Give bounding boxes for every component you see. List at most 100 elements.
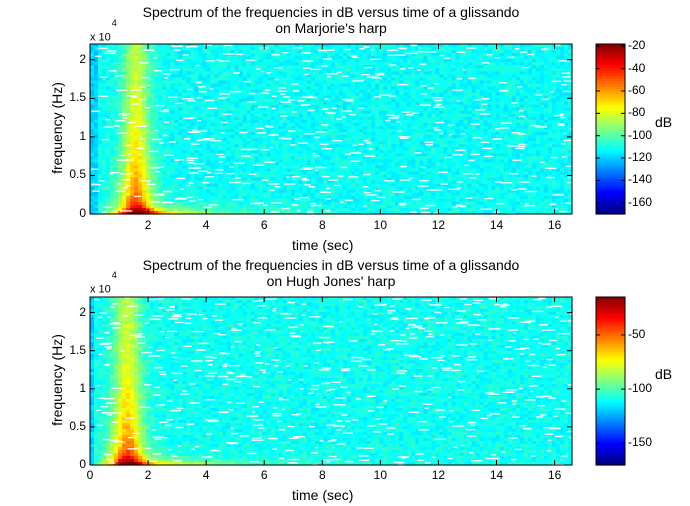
spectrogram-cell [387, 83, 392, 88]
spectrogram-cell [242, 138, 248, 142]
spectrogram-cell [106, 104, 111, 109]
spectrogram-cell [403, 171, 408, 176]
spectrogram-cell [335, 110, 340, 115]
spectrogram-cell [343, 62, 348, 66]
spectrogram-cell [371, 144, 376, 148]
spectrogram-cell [258, 62, 264, 66]
spectrogram-cell [335, 171, 340, 176]
spectrogram-cell [262, 132, 268, 136]
spectrogram-cell [270, 65, 276, 69]
spectrogram-cell [262, 156, 268, 160]
spectrogram-cell [339, 177, 344, 182]
spectrogram-cell [435, 122, 441, 127]
spectrogram-cell [190, 74, 196, 78]
spectrogram-cell [343, 86, 348, 91]
spectrogram-cell [214, 177, 220, 182]
spectrogram-cell [230, 156, 236, 160]
spectrogram-cell [226, 80, 232, 85]
spectrogram-cell [347, 138, 352, 142]
spectrogram-cell [202, 86, 208, 91]
spectrogram-cell [415, 141, 420, 145]
spectrogram-cell [98, 71, 103, 75]
spectrogram-cell [314, 65, 320, 69]
spectrogram-cell [306, 86, 312, 91]
spectrogram-cell [210, 65, 216, 69]
spectrogram-cell [379, 89, 384, 94]
spectrogram-cell [154, 198, 159, 203]
spectrogram-cell [395, 50, 400, 54]
spectrogram-cell [162, 47, 167, 51]
spectrogram-cell [242, 165, 248, 170]
spectrogram-cell [435, 47, 441, 51]
spectrogram-cell [250, 59, 256, 63]
spectrogram-cell [198, 201, 204, 206]
spectrogram-cell [254, 125, 260, 130]
spectrogram-cell [138, 68, 143, 72]
spectrogram-cell [419, 171, 424, 176]
spectrogram-cell [403, 195, 408, 200]
spectrogram-cell [110, 71, 115, 75]
spectrogram-cell [407, 92, 412, 97]
spectrogram-cell [202, 83, 208, 88]
spectrogram-cell [194, 174, 200, 179]
spectrogram-cell [286, 71, 292, 75]
spectrogram-cell [343, 168, 348, 173]
spectrogram-cell [110, 104, 115, 109]
spectrogram-cell [198, 189, 204, 194]
spectrogram-cell [230, 168, 236, 173]
spectrogram-cell [242, 132, 248, 136]
spectrogram-cell [178, 77, 183, 82]
spectrogram-cell [246, 162, 252, 167]
spectrogram-cell [339, 168, 344, 173]
spectrogram-cell [238, 198, 244, 203]
spectrogram-cell [246, 50, 252, 54]
spectrogram-cell [395, 104, 400, 109]
spectrogram-cell [210, 74, 216, 78]
spectrogram-cell [290, 80, 296, 85]
spectrogram-cell [435, 153, 441, 157]
spectrogram-cell [403, 207, 408, 212]
spectrogram-cell [198, 171, 204, 176]
spectrogram-cell [154, 183, 159, 188]
spectrogram-cell [146, 77, 151, 82]
spectrogram-cell [435, 141, 441, 145]
spectrogram-cell [258, 180, 264, 185]
spectrogram-cell [435, 83, 441, 88]
spectrogram-cell [242, 195, 248, 200]
spectrogram-cell [367, 210, 372, 215]
spectrogram-cell [154, 80, 159, 85]
spectrogram-cell [383, 165, 388, 170]
spectrogram-cell [347, 162, 352, 167]
spectrogram-cell [359, 104, 364, 109]
spectrogram-cell [326, 125, 332, 130]
spectrogram-cell [355, 92, 360, 97]
spectrogram-cell [270, 104, 276, 109]
spectrogram-cell [126, 135, 131, 139]
spectrogram-cell [439, 183, 445, 188]
spectrogram-cell [375, 180, 380, 185]
spectrogram-cell [126, 165, 131, 170]
spectrogram-cell [322, 53, 328, 57]
spectrogram-cell [258, 98, 264, 103]
spectrogram-cell [186, 177, 192, 182]
spectrogram-cell [166, 165, 171, 170]
spectrogram-cell [114, 144, 119, 148]
spectrogram-cell [238, 74, 244, 78]
spectrogram-cell [399, 153, 404, 157]
spectrogram-cell [326, 50, 332, 54]
spectrogram-cell [198, 44, 204, 48]
spectrogram-cell [419, 86, 424, 91]
spectrogram-cell [363, 47, 368, 51]
spectrogram-cell [158, 92, 163, 97]
spectrogram-cell [294, 147, 300, 151]
spectrogram-cell [198, 116, 204, 121]
spectrogram-cell [306, 147, 312, 151]
spectrogram-cell [415, 207, 420, 212]
spectrogram-cell [411, 65, 416, 69]
spectrogram-cell [254, 83, 260, 88]
spectrogram-cell [423, 174, 428, 179]
spectrogram-cell [210, 50, 216, 54]
spectrogram-cell [339, 56, 344, 60]
spectrogram-cell [254, 195, 260, 200]
spectrogram-cell [242, 144, 248, 148]
